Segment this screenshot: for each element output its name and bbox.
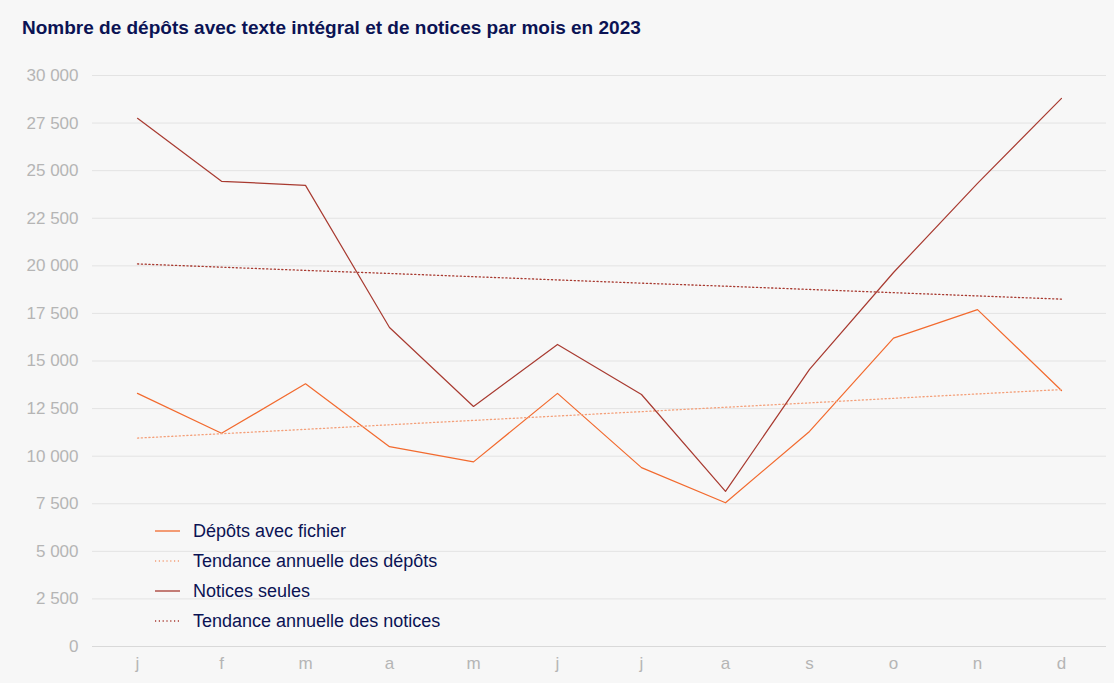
svg-text:n: n <box>973 654 982 673</box>
svg-text:20 000: 20 000 <box>27 256 79 275</box>
svg-text:15 000: 15 000 <box>27 351 79 370</box>
svg-text:0: 0 <box>69 637 78 656</box>
svg-text:s: s <box>805 654 814 673</box>
svg-text:d: d <box>1057 654 1066 673</box>
html-text:Dépôts avec fichier: Dépôts avec fichier <box>193 520 347 541</box>
svg-text:7 500: 7 500 <box>36 494 79 513</box>
svg-text:10 000: 10 000 <box>27 447 79 466</box>
html-text:Tendance annuelle des notices: Tendance annuelle des notices <box>193 610 441 631</box>
svg-text:j: j <box>135 654 140 673</box>
svg-text:17 500: 17 500 <box>27 304 79 323</box>
svg-text:m: m <box>466 654 480 673</box>
svg-text:25 000: 25 000 <box>27 161 79 180</box>
svg-text:30 000: 30 000 <box>27 66 79 85</box>
svg-text:m: m <box>298 654 312 673</box>
svg-text:27 500: 27 500 <box>27 114 79 133</box>
svg-text:j: j <box>555 654 560 673</box>
html-text:Notices seules: Notices seules <box>193 580 311 601</box>
svg-text:a: a <box>385 654 395 673</box>
svg-text:2 500: 2 500 <box>36 589 79 608</box>
svg-text:a: a <box>721 654 731 673</box>
svg-text:f: f <box>219 654 224 673</box>
svg-text:5 000: 5 000 <box>36 542 79 561</box>
html-text:Tendance annuelle des dépôts: Tendance annuelle des dépôts <box>193 550 438 571</box>
html-text:Nombre de dépôts avec texte in: Nombre de dépôts avec texte intégral et … <box>22 17 641 38</box>
svg-text:o: o <box>889 654 898 673</box>
svg-text:22 500: 22 500 <box>27 209 79 228</box>
svg-text:j: j <box>639 654 644 673</box>
svg-text:12 500: 12 500 <box>27 399 79 418</box>
